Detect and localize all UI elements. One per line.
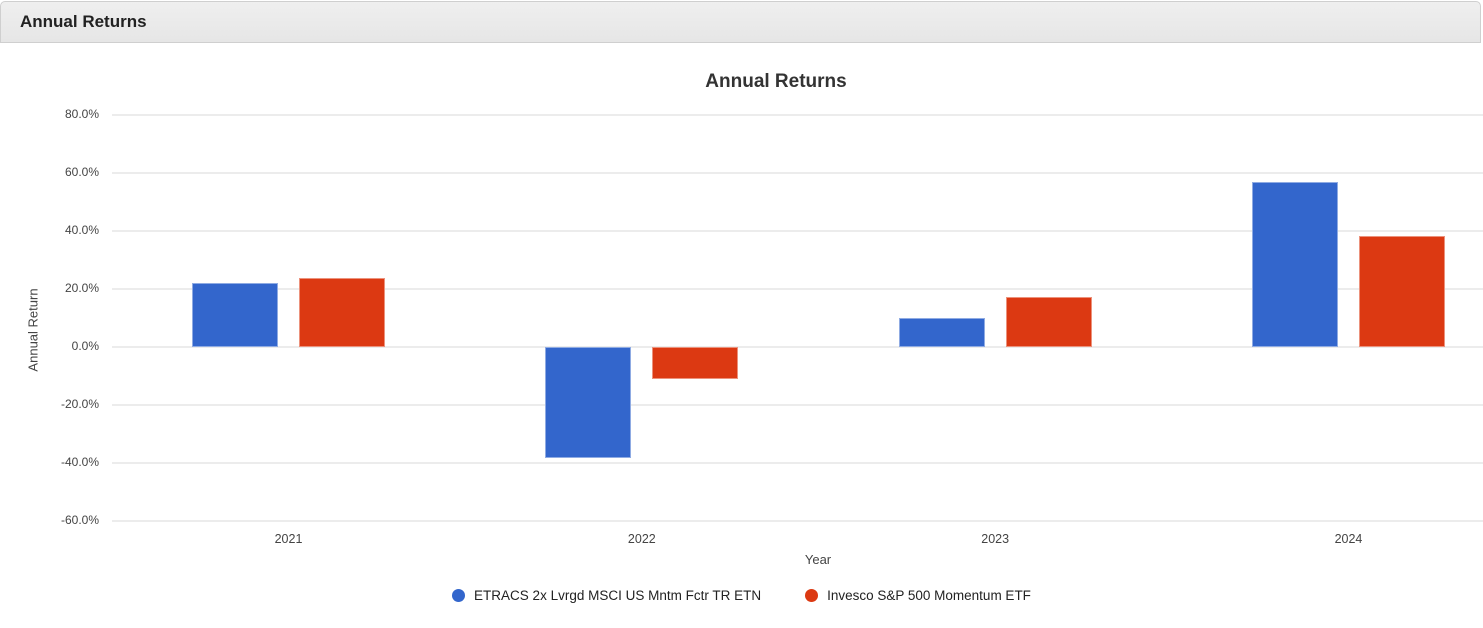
y-tick-label: -40.0% bbox=[60, 455, 99, 469]
bar-2023-series-1[interactable] bbox=[1005, 296, 1092, 347]
bar-2024-series-0[interactable] bbox=[1251, 181, 1338, 347]
y-tick-label: -60.0% bbox=[60, 513, 99, 527]
bar-2023-series-0[interactable] bbox=[898, 318, 985, 347]
y-tick-label: 40.0% bbox=[64, 223, 99, 237]
x-axis-title: Year bbox=[804, 552, 832, 567]
gridline-40 bbox=[112, 230, 1483, 232]
x-tick-label-2024: 2024 bbox=[1334, 532, 1363, 546]
bar-2024-series-1[interactable] bbox=[1358, 235, 1445, 347]
bar-2021-series-1[interactable] bbox=[299, 277, 385, 347]
gridline--40 bbox=[112, 462, 1483, 464]
gridline-80 bbox=[112, 114, 1483, 116]
x-tick-label-2021: 2021 bbox=[274, 532, 303, 546]
legend-item-0: ETRACS 2x Lvrgd MSCI US Mntm Fctr TR ETN bbox=[452, 588, 761, 603]
y-tick-label: 80.0% bbox=[64, 107, 99, 121]
legend-label: ETRACS 2x Lvrgd MSCI US Mntm Fctr TR ETN bbox=[474, 588, 762, 603]
y-tick-label: 0.0% bbox=[71, 339, 99, 353]
legend-marker-icon bbox=[452, 589, 466, 602]
x-tick-label-2022: 2022 bbox=[627, 532, 656, 546]
gridline-60 bbox=[112, 172, 1483, 174]
chart-legend: ETRACS 2x Lvrgd MSCI US Mntm Fctr TR ETN… bbox=[0, 588, 1483, 603]
chart-title: Annual Returns bbox=[705, 71, 847, 92]
bar-2021-series-0[interactable] bbox=[192, 283, 278, 347]
y-tick-label: 20.0% bbox=[64, 281, 99, 295]
gridline--60 bbox=[112, 520, 1483, 522]
y-axis-title: Annual Return bbox=[25, 288, 41, 372]
gridline-0 bbox=[112, 346, 1483, 348]
y-tick-label: -20.0% bbox=[60, 397, 99, 411]
bar-2022-series-0[interactable] bbox=[545, 347, 632, 458]
annual-returns-panel-header[interactable]: Annual Returns bbox=[0, 1, 1481, 43]
panel-header-title: Annual Returns bbox=[20, 12, 147, 31]
gridline-20 bbox=[112, 288, 1483, 290]
legend-item-1: Invesco S&P 500 Momentum ETF bbox=[805, 588, 1031, 603]
bar-2022-series-1[interactable] bbox=[652, 347, 739, 379]
y-tick-label: 60.0% bbox=[64, 165, 99, 179]
legend-marker-icon bbox=[805, 589, 819, 602]
x-tick-label-2023: 2023 bbox=[981, 532, 1010, 546]
gridline--20 bbox=[112, 404, 1483, 406]
legend-label: Invesco S&P 500 Momentum ETF bbox=[827, 588, 1031, 603]
